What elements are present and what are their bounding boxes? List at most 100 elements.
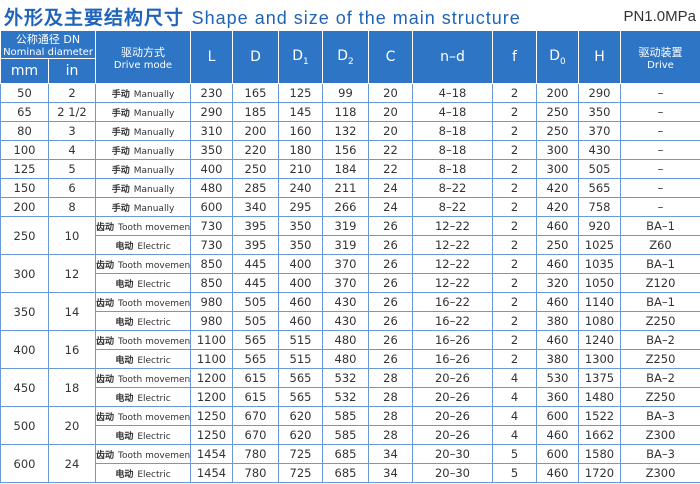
cell: 460 <box>536 292 579 312</box>
drive-mode: 齿动 Tooth movement <box>95 254 191 274</box>
mm-header: mm <box>0 58 49 84</box>
cell: 2 <box>492 330 537 350</box>
cell: 505 <box>578 159 621 179</box>
cell: 1454 <box>190 444 233 464</box>
dn-in: 10 <box>48 216 96 255</box>
mode-cn: 齿动 <box>96 260 115 271</box>
cell: 360 <box>536 387 579 407</box>
title: 外形及主要结构尺寸 Shape and size of the main str… <box>4 3 521 30</box>
spec-table: 公称通径 DN Nominal diameter 驱动方式 Drive mode L D D… <box>0 30 700 483</box>
drive-mode: 齿动 Tooth movement <box>95 368 191 388</box>
column-header: H <box>578 30 621 84</box>
cell: 515 <box>278 349 323 369</box>
column-header: L <box>190 30 233 84</box>
cell: 430 <box>322 292 369 312</box>
mode-cn: 手动 <box>111 165 130 176</box>
mode-cn: 齿动 <box>96 450 115 461</box>
pressure: PN1.0MPa <box>623 8 696 25</box>
column-header: 驱动装置 Drive <box>620 30 700 84</box>
cell: 184 <box>322 159 369 179</box>
dn-mm: 65 <box>0 102 49 122</box>
column-en: Drive mode <box>113 59 173 71</box>
cell: 4 <box>492 406 537 426</box>
mode-cn: 手动 <box>111 127 130 138</box>
column-header: D <box>232 30 279 84</box>
cell: 2 <box>492 349 537 369</box>
cell: 1720 <box>578 463 621 483</box>
cell: 1100 <box>190 349 233 369</box>
cell: 4 <box>492 368 537 388</box>
cell: 445 <box>232 254 279 274</box>
column-sub: 1 <box>303 56 309 67</box>
dn-in: 2 1/2 <box>48 102 96 122</box>
mode-cn: 手动 <box>111 89 130 100</box>
mode-cn: 齿动 <box>96 412 115 423</box>
cell: 615 <box>232 387 279 407</box>
cell: 24 <box>368 178 413 198</box>
cell: 8–22 <box>412 197 493 217</box>
drive-mode: 手动 Manually <box>95 121 191 141</box>
dn-mm: 600 <box>0 444 49 483</box>
cell: 26 <box>368 292 413 312</box>
cell: BA–2 <box>620 330 700 350</box>
dn-mm: 100 <box>0 140 49 160</box>
cell: 2 <box>492 235 537 255</box>
cell: 370 <box>322 254 369 274</box>
drive-mode: 电动 Electric <box>95 425 191 445</box>
mode-en: Electric <box>137 393 171 404</box>
dn-in: 16 <box>48 330 96 369</box>
dn-in: 4 <box>48 140 96 160</box>
cell: 685 <box>322 444 369 464</box>
cell: 1454 <box>190 463 233 483</box>
mode-en: Tooth movement <box>118 298 191 309</box>
dn-mm: 250 <box>0 216 49 255</box>
column-sub: 2 <box>348 56 354 67</box>
mode-cn: 电动 <box>115 393 134 404</box>
cell: 565 <box>278 387 323 407</box>
data-row: 电动 Electric 1100 565 515 480 26 16–26 2 380 1300 Z2… <box>1 349 700 369</box>
cell: Z300 <box>620 463 700 483</box>
column-text: L <box>207 49 216 65</box>
cell: 1662 <box>578 425 621 445</box>
cell: 350 <box>278 235 323 255</box>
cell: 600 <box>536 406 579 426</box>
cell: 230 <box>190 83 233 103</box>
cell: 20–30 <box>412 444 493 464</box>
cell: 460 <box>536 254 579 274</box>
data-row: 65 2 1/2 手动 Manually 290 185 145 118 20 4–18 2 250 3… <box>0 102 700 122</box>
column-sub: 0 <box>560 56 566 67</box>
cell: 1480 <box>578 387 621 407</box>
cell: 20–30 <box>412 463 493 483</box>
cell: BA–3 <box>620 406 700 426</box>
cell: 132 <box>322 121 369 141</box>
cell: 16–26 <box>412 349 493 369</box>
drive-mode: 齿动 Tooth movement <box>95 330 191 350</box>
cell: 145 <box>278 102 323 122</box>
cell: 370 <box>578 121 621 141</box>
column-cn: 驱动装置 <box>638 45 683 59</box>
cell: 370 <box>322 273 369 293</box>
cell: 2 <box>492 311 537 331</box>
cell: 250 <box>536 235 579 255</box>
drive-mode: 电动 Electric <box>95 311 191 331</box>
cell: 620 <box>278 406 323 426</box>
cell: BA–1 <box>620 254 700 274</box>
cell: 1140 <box>578 292 621 312</box>
cell: 28 <box>368 425 413 445</box>
dn-cn: 公称通径 DN <box>15 33 81 46</box>
mode-cn: 手动 <box>111 203 130 214</box>
cell: 400 <box>190 159 233 179</box>
dn-in: 12 <box>48 254 96 293</box>
mode-cn: 电动 <box>115 317 134 328</box>
mode-en: Tooth movement <box>118 450 191 461</box>
cell: 26 <box>368 216 413 236</box>
cell: 2 <box>492 197 537 217</box>
data-row: 300 12 齿动 Tooth movement 850 445 400 370 26 12–22… <box>0 254 700 293</box>
cell: 12–22 <box>412 235 493 255</box>
cell: 380 <box>536 349 579 369</box>
cell: 8–18 <box>412 159 493 179</box>
mode-en: Manually <box>133 127 175 138</box>
cell: 16–22 <box>412 311 493 331</box>
cell: 505 <box>232 292 279 312</box>
cell: 295 <box>278 197 323 217</box>
